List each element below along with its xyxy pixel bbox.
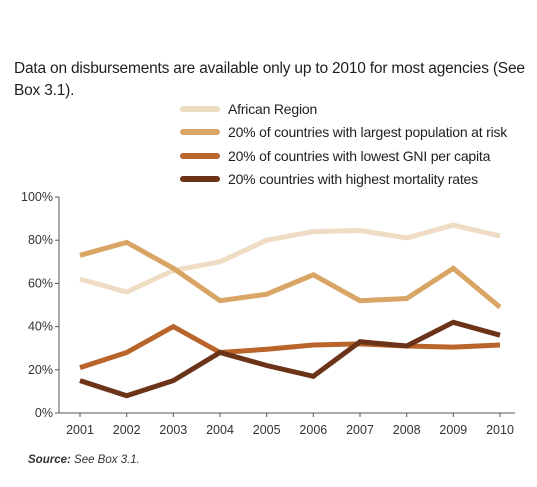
source-label: Source: <box>28 454 71 466</box>
series-line-highest-mortality <box>79 319 501 399</box>
series-line-lowest-gni <box>79 323 501 370</box>
y-tick-label: 60% <box>28 276 53 290</box>
legend-swatch <box>180 176 220 183</box>
y-tick-label: 100% <box>21 190 53 204</box>
y-tick-label: 0% <box>35 406 53 420</box>
legend-swatch <box>180 152 220 159</box>
source-text: See Box 3.1. <box>70 454 140 466</box>
series-line-african-region <box>79 222 501 295</box>
source-note: Source: See Box 3.1. <box>28 454 140 466</box>
series-line-largest-population <box>79 239 502 310</box>
y-tick-label: 80% <box>28 233 53 247</box>
y-tick-label: 40% <box>28 320 53 334</box>
legend-label: African Region <box>228 100 318 117</box>
legend: African Region 20% of countries with lar… <box>180 97 507 191</box>
x-tick-label: 2007 <box>346 423 374 437</box>
x-tick-label: 2001 <box>66 423 94 437</box>
x-tick-label: 2005 <box>253 423 281 437</box>
y-tick-label: 20% <box>28 363 53 377</box>
x-tick-label: 2009 <box>439 423 467 437</box>
x-tick-label: 2003 <box>159 423 187 437</box>
x-tick-label: 2006 <box>299 423 327 437</box>
legend-swatch <box>180 105 220 112</box>
chart-note: Data on disbursements are available only… <box>14 58 534 102</box>
legend-item-largest-population: 20% of countries with largest population… <box>180 121 507 145</box>
legend-label: 20% of countries with largest population… <box>228 124 508 141</box>
box-reference: Box 3.1 <box>14 82 66 99</box>
legend-item-highest-mortality: 20% countries with highest mortality rat… <box>180 168 507 192</box>
x-tick-label: 2002 <box>113 423 141 437</box>
legend-label: 20% of countries with lowest GNI per cap… <box>228 147 491 164</box>
note-text: Data on disbursements are available only… <box>14 60 525 77</box>
note-tail: ). <box>65 82 75 99</box>
legend-item-lowest-gni: 20% of countries with lowest GNI per cap… <box>180 144 507 168</box>
legend-label: 20% countries with highest mortality rat… <box>228 171 478 188</box>
legend-item-african-region: African Region <box>180 97 507 121</box>
x-tick-label: 2004 <box>206 423 234 437</box>
legend-swatch <box>180 129 220 136</box>
x-tick-label: 2008 <box>393 423 421 437</box>
x-tick-label: 2010 <box>486 423 514 437</box>
